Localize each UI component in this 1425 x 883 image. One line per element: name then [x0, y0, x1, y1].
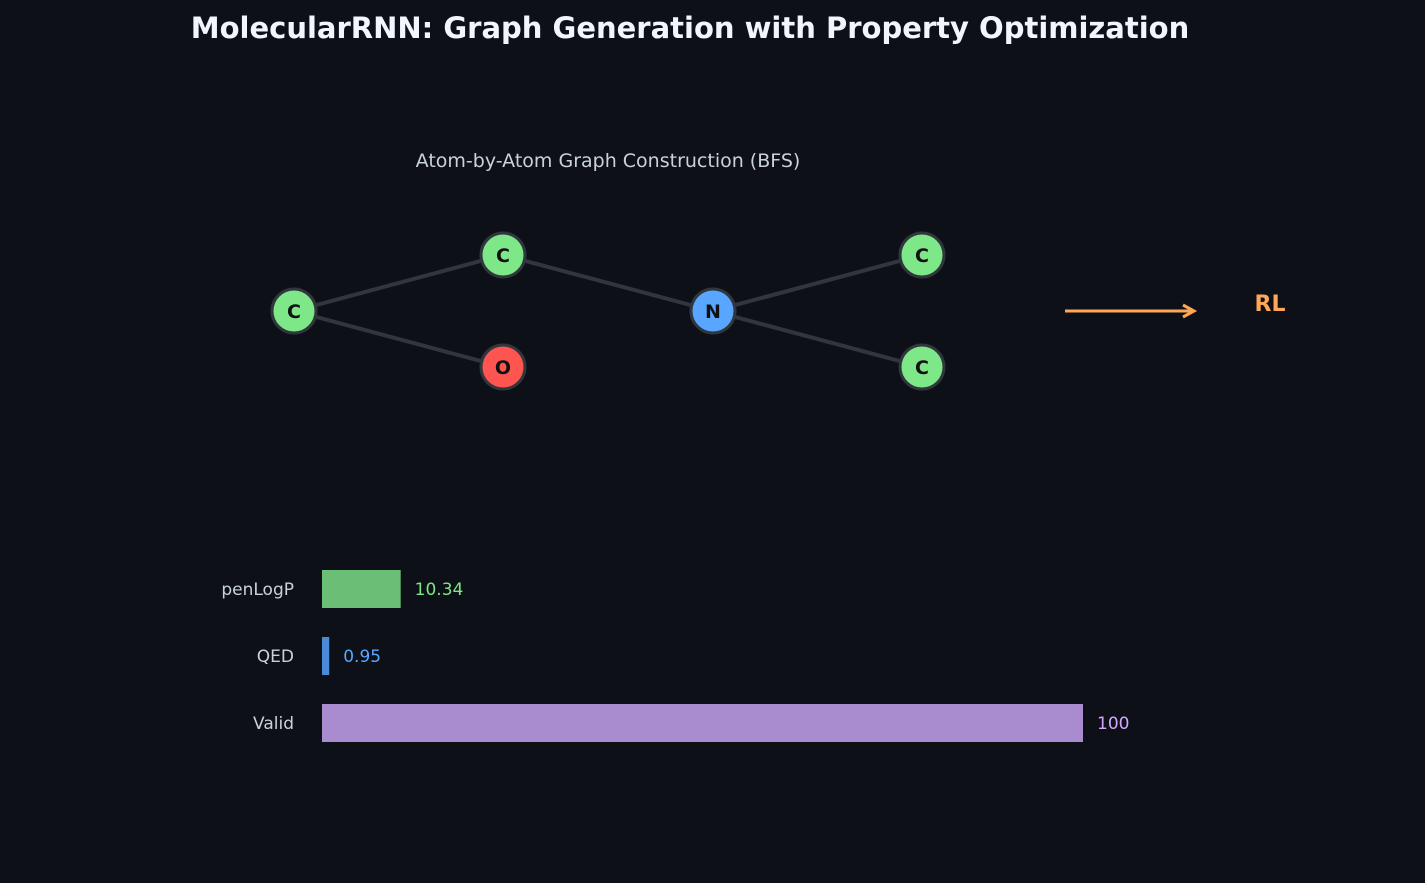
bar-qed	[322, 637, 330, 675]
atom-node: C	[270, 287, 318, 335]
rl-label: RL	[1255, 292, 1286, 317]
atom-label: C	[915, 245, 929, 267]
bar-value-label: 100	[1097, 714, 1129, 734]
rl-arrow-head	[1182, 303, 1198, 319]
atom-node: C	[898, 343, 946, 391]
bond	[712, 253, 923, 313]
atom-circle	[479, 231, 527, 279]
bar-category-label: QED	[257, 647, 294, 667]
atom-label: C	[287, 301, 301, 323]
bond	[502, 253, 714, 313]
bar-value-label: 10.34	[415, 580, 464, 600]
bond	[293, 309, 504, 369]
atom-circle	[270, 287, 318, 335]
atom-node: N	[689, 287, 737, 335]
bar-category-label: Valid	[253, 714, 294, 734]
bond	[293, 253, 504, 313]
rl-arrow	[1065, 303, 1198, 319]
bar-valid	[322, 704, 1083, 742]
atom-label: N	[705, 301, 721, 323]
graph-subtitle: Atom-by-Atom Graph Construction (BFS)	[416, 150, 801, 172]
atom-circle	[689, 287, 737, 335]
atom-label: C	[915, 357, 929, 379]
atom-circle	[479, 343, 527, 391]
figure-title: MolecularRNN: Graph Generation with Prop…	[191, 11, 1190, 45]
bar-penlogp	[322, 570, 401, 608]
bar-category-label: penLogP	[221, 580, 294, 600]
atom-label: C	[496, 245, 510, 267]
atom-circle	[898, 343, 946, 391]
atom-node: C	[479, 231, 527, 279]
atom-circle	[898, 231, 946, 279]
atom-node: C	[898, 231, 946, 279]
atom-node: O	[479, 343, 527, 391]
bar-value-label: 0.95	[343, 647, 381, 667]
bond	[712, 309, 923, 369]
atom-label: O	[495, 357, 511, 379]
